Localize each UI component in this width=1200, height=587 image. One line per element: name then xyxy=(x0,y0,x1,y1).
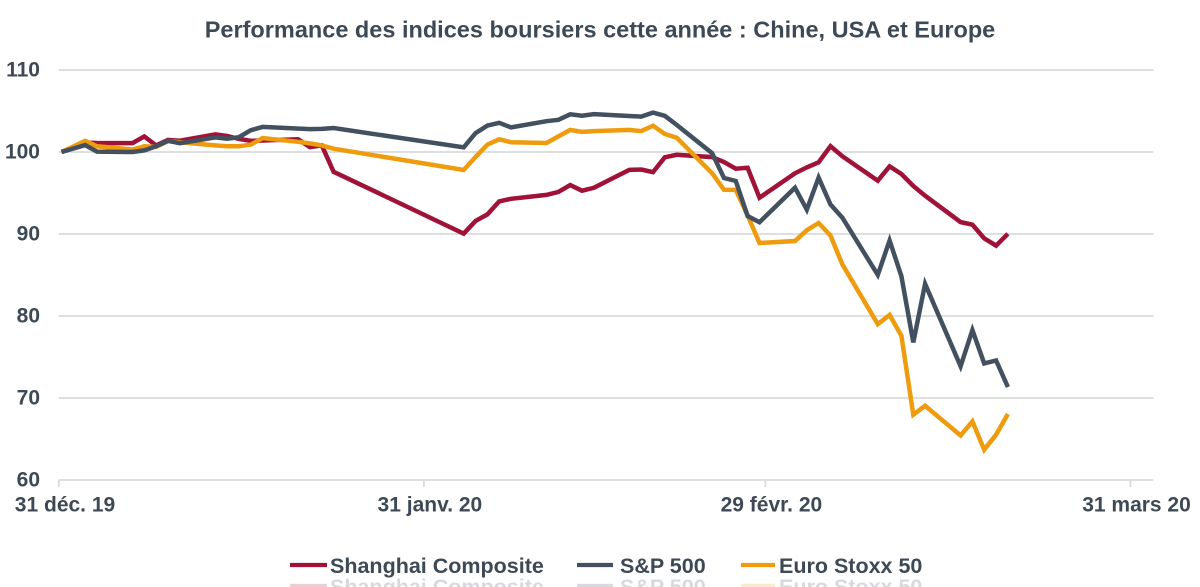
svg-text:100: 100 xyxy=(5,141,40,164)
svg-text:Shanghai Composite: Shanghai Composite xyxy=(330,575,544,587)
svg-text:31 janv. 20: 31 janv. 20 xyxy=(378,494,483,517)
svg-text:S&P 500: S&P 500 xyxy=(620,575,706,587)
svg-text:29 févr. 20: 29 févr. 20 xyxy=(721,494,823,517)
svg-text:Euro Stoxx 50: Euro Stoxx 50 xyxy=(779,554,922,578)
svg-text:S&P 500: S&P 500 xyxy=(620,554,706,578)
svg-text:Performance des indices boursi: Performance des indices boursiers cette … xyxy=(205,17,996,43)
svg-text:70: 70 xyxy=(17,387,40,410)
svg-text:110: 110 xyxy=(6,59,40,82)
svg-text:Shanghai Composite: Shanghai Composite xyxy=(330,554,544,578)
svg-text:31 déc. 19: 31 déc. 19 xyxy=(15,494,115,517)
svg-text:90: 90 xyxy=(17,223,40,246)
svg-text:Euro Stoxx 50: Euro Stoxx 50 xyxy=(779,575,922,587)
svg-text:80: 80 xyxy=(17,305,40,328)
svg-text:60: 60 xyxy=(17,469,40,492)
svg-text:31 mars 20: 31 mars 20 xyxy=(1082,494,1191,517)
